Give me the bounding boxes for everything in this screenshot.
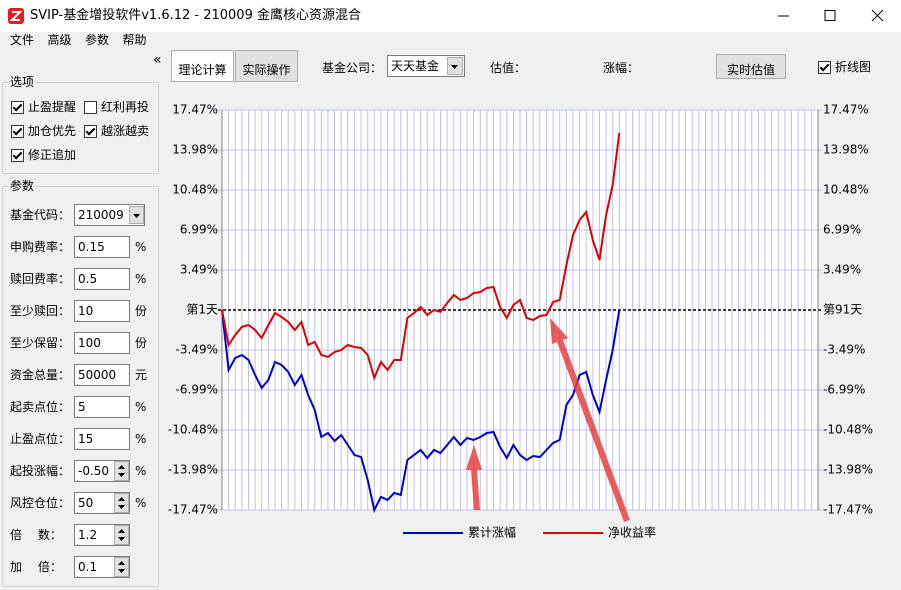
- y-tick-label: 第91天: [823, 303, 862, 317]
- series-line: [221, 132, 621, 382]
- collapse-button[interactable]: «: [153, 52, 162, 68]
- param-unit: %: [135, 240, 147, 254]
- label: 涨幅：: [603, 61, 640, 75]
- y-tick-label: 3.49%: [823, 263, 861, 277]
- param-label: 倍 数：: [10, 528, 62, 542]
- legend-label: 净收益率: [608, 525, 656, 540]
- param-unit: %: [135, 464, 147, 478]
- title-bar: [0, 0, 901, 32]
- spin-button[interactable]: [114, 525, 129, 545]
- group-title: 选项: [8, 75, 37, 89]
- checkbox[interactable]: [11, 149, 24, 162]
- param-label: 资金总量：: [10, 368, 71, 382]
- company-combo[interactable]: 天天基金: [387, 55, 465, 77]
- options-group: [2, 82, 159, 174]
- annotation-arrow: [550, 318, 630, 522]
- spin-button[interactable]: [114, 557, 129, 577]
- series-line: [221, 309, 621, 513]
- y-tick-label: -6.99%: [823, 383, 865, 397]
- param-unit: 元: [135, 368, 148, 382]
- menu-item[interactable]: 高级: [47, 33, 72, 47]
- checkbox-label: 越涨越卖: [101, 124, 150, 138]
- param-input[interactable]: 50000: [74, 364, 130, 386]
- tab-button[interactable]: 实际操作: [235, 50, 298, 82]
- menu-item[interactable]: 参数: [85, 33, 110, 47]
- y-tick-label: -10.48%: [823, 422, 873, 436]
- param-unit: 份: [135, 336, 148, 350]
- param-label: 起投涨幅：: [10, 464, 71, 478]
- param-unit: 份: [135, 304, 148, 318]
- y-tick-label: -6.99%: [176, 383, 218, 397]
- param-unit: %: [135, 496, 147, 510]
- label: 基金公司：: [322, 61, 383, 75]
- param-input[interactable]: 100: [74, 332, 130, 354]
- y-tick-label: 6.99%: [180, 222, 218, 236]
- y-tick-label: 17.47%: [172, 103, 218, 117]
- param-input[interactable]: 15: [74, 428, 130, 450]
- checkbox[interactable]: [11, 125, 24, 138]
- y-tick-label: 13.98%: [172, 142, 218, 156]
- checkbox-label: 止盈提醒: [28, 100, 77, 114]
- y-tick-label: 3.49%: [180, 263, 218, 277]
- y-tick-label: -13.98%: [823, 463, 873, 477]
- checkbox[interactable]: [818, 61, 831, 74]
- checkbox-label: 加仓优先: [28, 124, 77, 138]
- menu-item[interactable]: 文件: [10, 33, 35, 47]
- spin-button[interactable]: [114, 493, 129, 513]
- group-title: 参数: [8, 179, 37, 193]
- param-input[interactable]: 5: [74, 396, 130, 418]
- tab-button[interactable]: 理论计算: [171, 50, 234, 82]
- checkbox-label: 红利再投: [101, 100, 150, 114]
- label: 估值：: [490, 61, 527, 75]
- y-tick-label: -10.48%: [168, 422, 218, 436]
- y-tick-label: -17.47%: [823, 503, 873, 517]
- window-controls[interactable]: [760, 0, 901, 32]
- param-unit: %: [135, 400, 147, 414]
- y-tick-label: -17.47%: [168, 503, 218, 517]
- param-label: 赎回费率：: [10, 272, 71, 286]
- param-label: 止盈点位：: [10, 432, 71, 446]
- annotation-arrow: [466, 445, 482, 510]
- param-input[interactable]: 0.5: [74, 268, 130, 290]
- y-tick-label: -3.49%: [176, 342, 218, 356]
- param-input[interactable]: 0.15: [74, 236, 130, 258]
- menu-item[interactable]: 帮助: [122, 33, 147, 47]
- y-tick-label: 10.48%: [823, 183, 869, 197]
- window-title: SVIP-基金增投软件v1.6.12 - 210009 金鹰核心资源混合: [30, 8, 361, 23]
- y-tick-label: 10.48%: [172, 183, 218, 197]
- y-tick-label: -3.49%: [823, 342, 865, 356]
- y-tick-label: 13.98%: [823, 142, 869, 156]
- checkbox[interactable]: [11, 101, 24, 114]
- param-label: 申购费率：: [10, 240, 71, 254]
- y-tick-label: -13.98%: [168, 463, 218, 477]
- param-input[interactable]: 10: [74, 300, 130, 322]
- param-input[interactable]: 210009: [74, 204, 145, 226]
- param-label: 风控仓位：: [10, 496, 71, 510]
- param-unit: %: [135, 272, 147, 286]
- y-tick-label: 第1天: [186, 303, 218, 317]
- refresh-button[interactable]: 实时估值: [716, 54, 786, 79]
- param-label: 加 倍：: [10, 560, 62, 574]
- legend-label: 累计涨幅: [468, 525, 516, 540]
- params-group: [2, 186, 159, 587]
- checkbox[interactable]: [84, 125, 97, 138]
- y-tick-label: 6.99%: [823, 222, 861, 236]
- y-tick-label: 17.47%: [823, 103, 869, 117]
- param-label: 基金代码：: [10, 208, 71, 222]
- param-label: 至少保留：: [10, 336, 71, 350]
- app-icon: [8, 8, 24, 24]
- checkbox[interactable]: [84, 101, 97, 114]
- checkbox-label: 修正追加: [28, 148, 77, 162]
- spin-button[interactable]: [114, 461, 129, 481]
- param-label: 起卖点位：: [10, 400, 71, 414]
- param-unit: %: [135, 432, 147, 446]
- dropdown-button[interactable]: [129, 206, 144, 224]
- dropdown-button[interactable]: [447, 57, 463, 75]
- checkbox-label: 折线图: [835, 60, 872, 74]
- param-label: 至少赎回：: [10, 304, 71, 318]
